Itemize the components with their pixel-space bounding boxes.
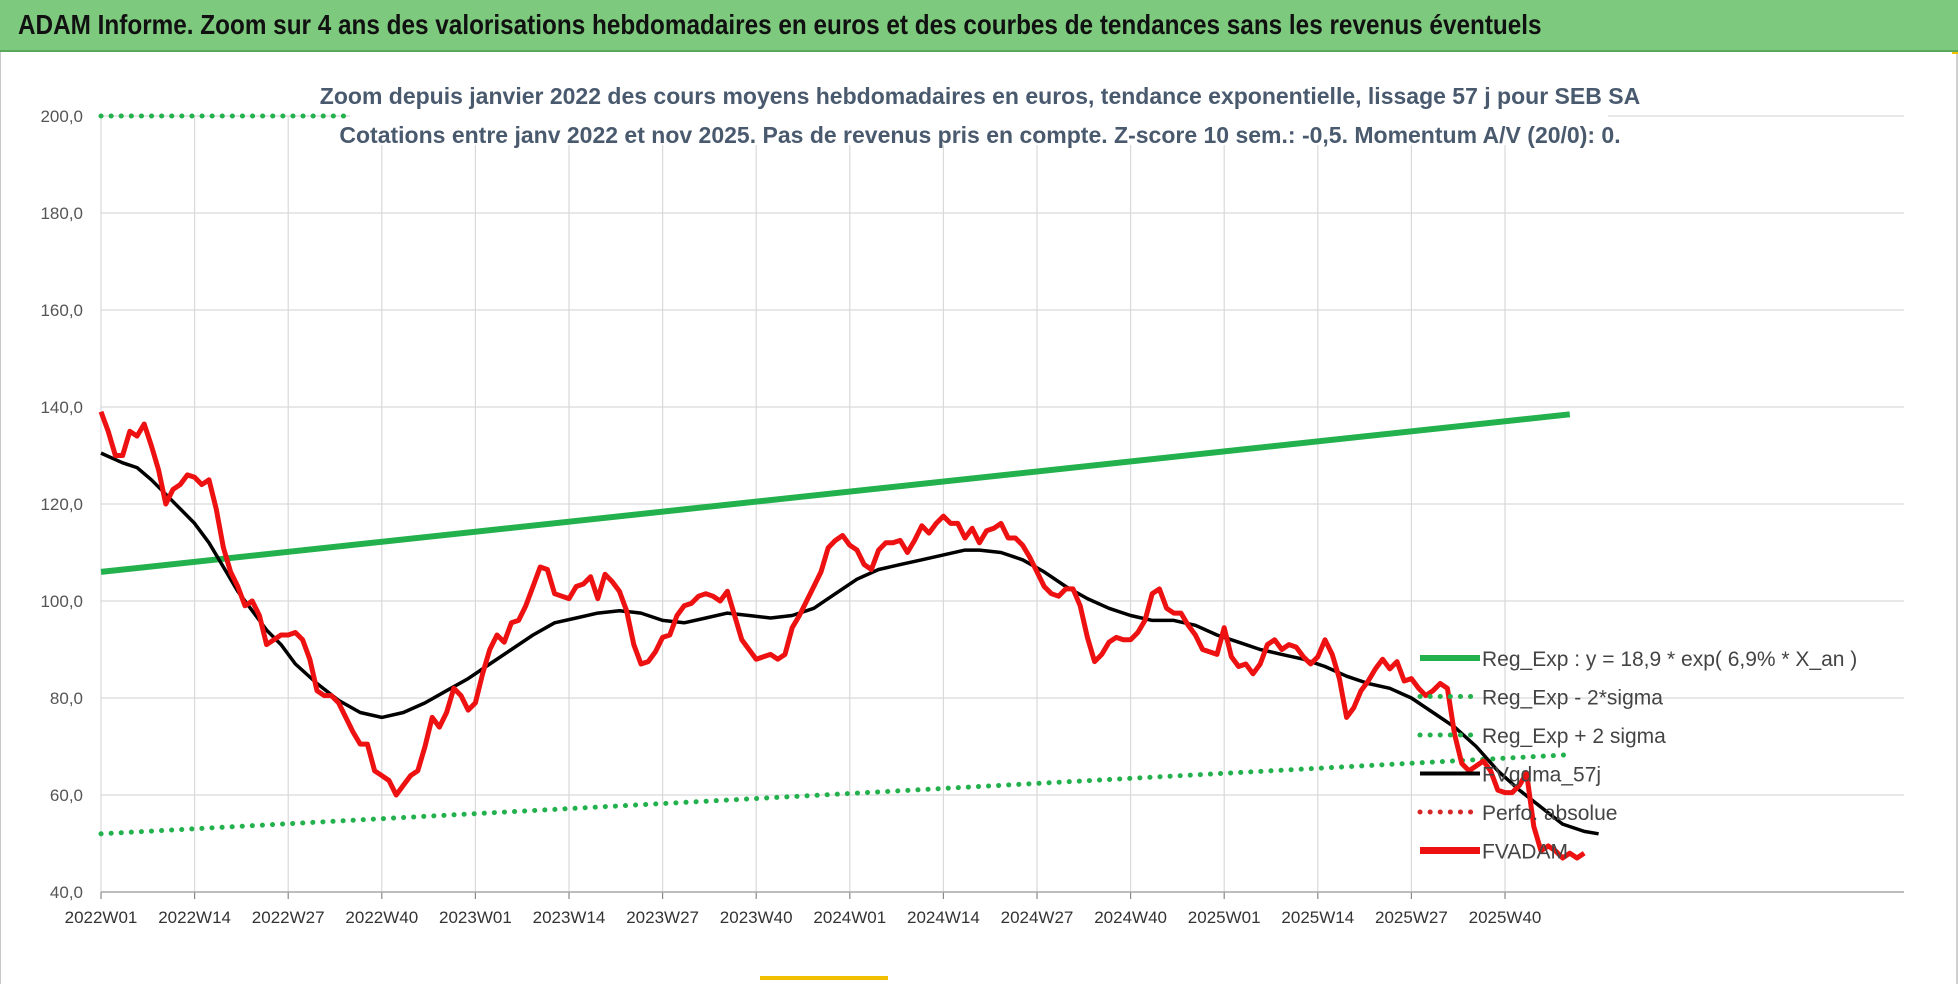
x-tick-label: 2024W14 bbox=[907, 908, 980, 927]
y-tick-label: 160,0 bbox=[40, 301, 83, 320]
title-background bbox=[350, 85, 1608, 145]
chart-frame bbox=[0, 52, 1958, 984]
y-axis: 40,0 60,0 80,0 100,0 120,0 140,0 160,0 180,0 200… bbox=[40, 107, 83, 902]
x-tick-label: 2025W40 bbox=[1469, 908, 1542, 927]
chart-title: Zoom depuis janvier 2022 des cours moyen… bbox=[320, 83, 1640, 109]
y-tick-label: 40,0 bbox=[50, 883, 83, 902]
y-tick-label: 120,0 bbox=[40, 495, 83, 514]
x-tick-label: 2022W01 bbox=[65, 908, 138, 927]
series-line bbox=[98, 752, 1573, 837]
legend: Reg_Exp : y = 18,9 * exp( 6,9% * X_an ) R… bbox=[1417, 648, 1857, 864]
x-tick-label: 2024W27 bbox=[1001, 908, 1074, 927]
frame-corner-marker bbox=[1952, 52, 1958, 54]
chart-subtitle: Cotations entre janv 2022 et nov 2025. P… bbox=[339, 122, 1620, 148]
legend-label: Perfo. absolue bbox=[1482, 802, 1617, 825]
x-tick-label: 2025W01 bbox=[1188, 908, 1261, 927]
series-line bbox=[98, 410, 1586, 861]
grid-lines bbox=[100, 115, 1904, 893]
x-tick-label: 2025W27 bbox=[1375, 908, 1448, 927]
title-banner: ADAM Informe. Zoom sur 4 ans des valoris… bbox=[0, 0, 1958, 52]
x-axis: 2022W01 2022W14 2022W27 2022W40 2023W01 2023W… bbox=[65, 891, 1904, 927]
x-tick-label: 2025W14 bbox=[1281, 908, 1354, 927]
series-line bbox=[100, 411, 1571, 575]
legend-label: Reg_Exp - 2*sigma bbox=[1482, 687, 1663, 710]
x-tick-label: 2023W40 bbox=[720, 908, 793, 927]
x-tick-label: 2024W01 bbox=[813, 908, 886, 927]
x-tick-label: 2022W14 bbox=[158, 908, 231, 927]
series-layer bbox=[98, 85, 1608, 861]
x-tick-label: 2022W40 bbox=[345, 908, 418, 927]
y-tick-label: 100,0 bbox=[40, 592, 83, 611]
x-tick-label: 2024W40 bbox=[1094, 908, 1167, 927]
y-tick-label: 200,0 bbox=[40, 107, 83, 126]
y-tick-label: 180,0 bbox=[40, 204, 83, 223]
legend-label: FVADAM bbox=[1482, 841, 1568, 864]
x-tick-label: 2023W01 bbox=[439, 908, 512, 927]
y-tick-label: 80,0 bbox=[50, 689, 83, 708]
x-tick-label: 2023W14 bbox=[533, 908, 606, 927]
y-tick-label: 140,0 bbox=[40, 398, 83, 417]
y-tick-label: 60,0 bbox=[50, 786, 83, 805]
legend-label: Reg_Exp + 2 sigma bbox=[1482, 725, 1666, 748]
selection-marker bbox=[760, 976, 888, 980]
legend-label: FVgdma_57j bbox=[1482, 764, 1601, 787]
report-title: ADAM Informe. Zoom sur 4 ans des valoris… bbox=[18, 9, 1542, 40]
x-tick-label: 2023W27 bbox=[626, 908, 699, 927]
legend-label: Reg_Exp : y = 18,9 * exp( 6,9% * X_an ) bbox=[1482, 648, 1857, 671]
x-tick-label: 2022W27 bbox=[252, 908, 325, 927]
